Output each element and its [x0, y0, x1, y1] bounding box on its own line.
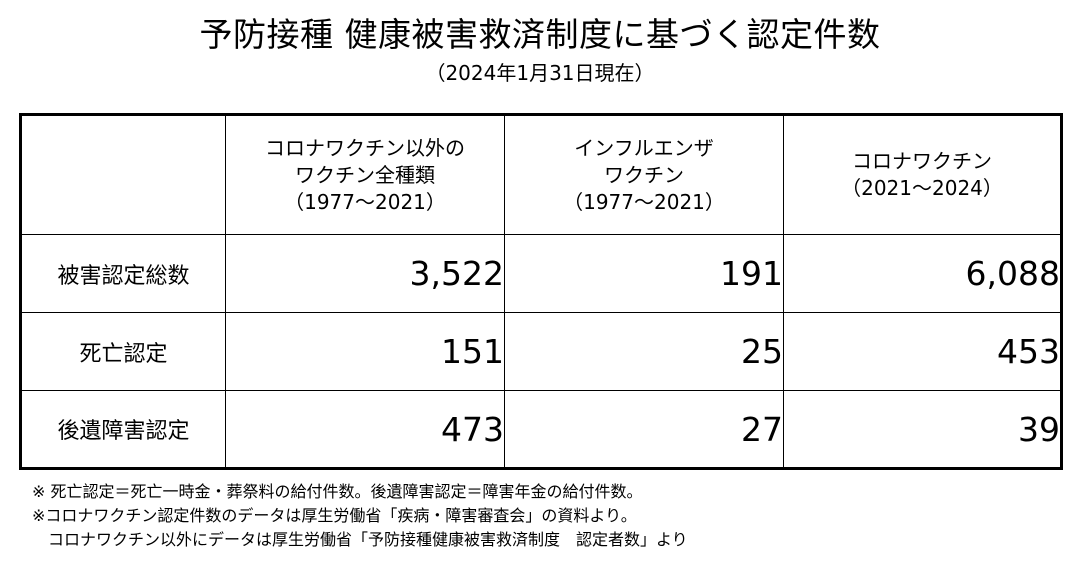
column-header-line: （1977〜2021） — [563, 189, 725, 214]
page-title: 予防接種 健康被害救済制度に基づく認定件数 — [199, 15, 881, 54]
column-header-line: （1977〜2021） — [284, 189, 446, 214]
row-label: 被害認定総数 — [20, 234, 226, 313]
column-header-influenza-vaccine: インフルエンザ ワクチン （1977〜2021） — [504, 114, 784, 235]
table-cell: 473 — [225, 390, 505, 469]
table-row-death-certified: 死亡認定 151 25 453 — [20, 312, 1062, 391]
table-cell: 39 — [783, 390, 1062, 469]
column-header-line: インフルエンザ — [574, 135, 714, 160]
table-corner-cell — [20, 114, 226, 235]
page-subtitle: （2024年1月31日現在） — [425, 61, 655, 85]
footnotes: ※ 死亡認定＝死亡一時金・葬祭料の給付件数。後遺障害認定＝障害年金の給付件数。 … — [32, 480, 688, 552]
table-cell: 6,088 — [783, 234, 1062, 313]
column-header-line: ワクチン全種類 — [295, 162, 435, 187]
table-row-disability-certified: 後遺障害認定 473 27 39 — [20, 390, 1062, 469]
table-header-row: コロナワクチン以外の ワクチン全種類 （1977〜2021） インフルエンザ ワ… — [20, 114, 1062, 235]
table-cell: 27 — [504, 390, 784, 469]
column-header-covid-vaccine: コロナワクチン （2021〜2024） — [783, 114, 1062, 235]
row-label: 後遺障害認定 — [20, 390, 226, 469]
table-cell: 191 — [504, 234, 784, 313]
column-header-line: ワクチン — [604, 162, 684, 187]
footnote: コロナワクチン以外にデータは厚生労働省「予防接種健康被害救済制度 認定者数」より — [48, 530, 688, 549]
table-cell: 453 — [783, 312, 1062, 391]
column-header-non-covid-vaccines: コロナワクチン以外の ワクチン全種類 （1977〜2021） — [225, 114, 505, 235]
column-header-line: （2021〜2024） — [841, 176, 1003, 200]
column-header-line: コロナワクチン以外の — [265, 135, 465, 160]
table-row-total-certified: 被害認定総数 3,522 191 6,088 — [20, 234, 1062, 313]
footnote: ※コロナワクチン認定件数のデータは厚生労働省「疾病・障害審査会」の資料より。 — [32, 506, 637, 525]
table-cell: 151 — [225, 312, 505, 391]
table-cell: 25 — [504, 312, 784, 391]
column-header-line: コロナワクチン — [852, 149, 992, 173]
table-cell: 3,522 — [225, 234, 505, 313]
row-label: 死亡認定 — [20, 312, 226, 391]
certification-table: コロナワクチン以外の ワクチン全種類 （1977〜2021） インフルエンザ ワ… — [19, 113, 1063, 470]
footnote: ※ 死亡認定＝死亡一時金・葬祭料の給付件数。後遺障害認定＝障害年金の給付件数。 — [32, 482, 643, 501]
